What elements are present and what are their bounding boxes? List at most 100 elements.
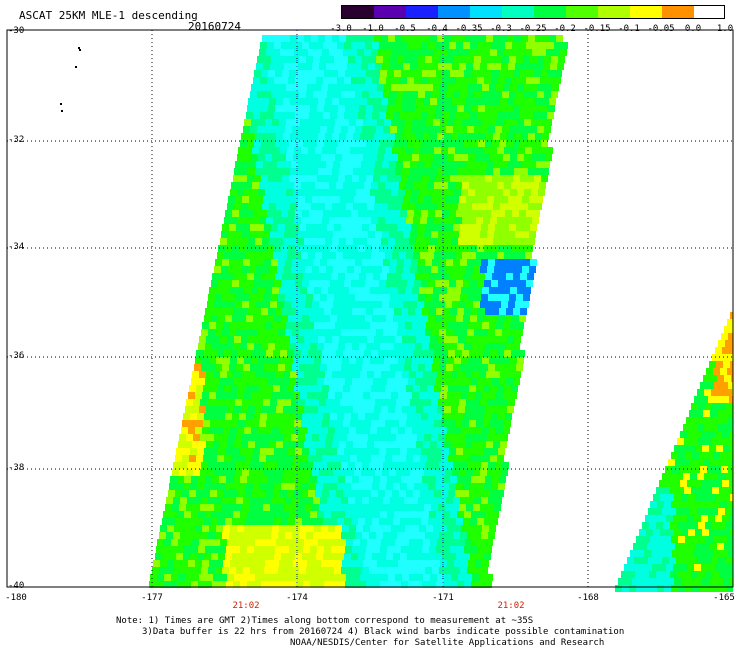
data-cell: [264, 497, 271, 504]
data-cell: [414, 518, 421, 525]
data-cell: [305, 469, 312, 476]
data-cell: [389, 469, 396, 476]
data-cell: [425, 532, 432, 539]
data-cell: [291, 161, 298, 168]
data-cell: [496, 287, 503, 294]
data-cell: [672, 550, 679, 557]
data-cell: [228, 469, 235, 476]
data-cell: [389, 196, 396, 203]
data-cell: [505, 245, 512, 252]
data-cell: [711, 557, 718, 564]
data-cell: [432, 364, 439, 371]
data-cell: [422, 308, 429, 315]
data-cell: [300, 560, 307, 567]
data-cell: [438, 399, 445, 406]
data-cell: [345, 546, 352, 553]
data-cell: [664, 501, 671, 508]
data-cell: [368, 434, 375, 441]
data-cell: [266, 49, 273, 56]
data-cell: [354, 469, 361, 476]
data-cell: [479, 35, 486, 42]
data-cell: [434, 350, 441, 357]
data-cell: [264, 91, 271, 98]
data-cell: [447, 84, 454, 91]
data-cell: [522, 196, 529, 203]
data-cell: [279, 322, 286, 329]
data-cell: [412, 189, 419, 196]
data-cell: [260, 483, 267, 490]
data-cell: [349, 287, 356, 294]
data-cell: [474, 91, 481, 98]
data-cell: [489, 427, 496, 434]
data-cell: [689, 543, 696, 550]
data-cell: [370, 357, 377, 364]
data-cell: [323, 553, 330, 560]
data-cell: [292, 126, 299, 133]
data-cell: [330, 210, 337, 217]
data-cell: [437, 441, 444, 448]
data-cell: [382, 196, 389, 203]
data-cell: [248, 539, 255, 546]
x-tick-label: -165: [713, 593, 735, 603]
data-cell: [374, 441, 381, 448]
data-cell: [204, 518, 211, 525]
data-cell: [505, 42, 512, 49]
data-cell: [522, 266, 529, 273]
data-cell: [321, 322, 328, 329]
data-cell: [255, 336, 262, 343]
data-cell: [723, 494, 730, 501]
data-cell: [342, 119, 349, 126]
data-cell: [367, 539, 374, 546]
data-cell: [725, 340, 732, 347]
data-cell: [433, 525, 440, 532]
data-cell: [474, 567, 481, 574]
data-cell: [285, 126, 292, 133]
data-cell: [238, 217, 245, 224]
data-cell: [342, 287, 349, 294]
data-cell: [434, 252, 441, 259]
data-cell: [554, 42, 561, 49]
data-cell: [507, 406, 514, 413]
data-cell: [459, 504, 466, 511]
data-cell: [454, 84, 461, 91]
data-cell: [326, 266, 333, 273]
data-cell: [710, 410, 717, 417]
data-cell: [367, 238, 374, 245]
data-cell: [488, 329, 495, 336]
data-cell: [731, 459, 733, 466]
data-cell: [398, 119, 405, 126]
data-cell: [271, 126, 278, 133]
data-cell: [697, 389, 704, 396]
data-cell: [398, 189, 405, 196]
data-cell: [303, 581, 310, 588]
data-cell: [423, 203, 430, 210]
data-cell: [239, 483, 246, 490]
data-cell: [465, 35, 472, 42]
data-cell: [391, 560, 398, 567]
data-cell: [383, 364, 390, 371]
data-cell: [292, 224, 299, 231]
data-cell: [276, 406, 283, 413]
data-cell: [352, 140, 359, 147]
data-cell: [487, 161, 494, 168]
data-cell: [258, 287, 265, 294]
data-cell: [664, 536, 671, 543]
data-cell: [298, 504, 305, 511]
data-cell: [350, 182, 357, 189]
data-cell: [275, 273, 282, 280]
data-cell: [446, 497, 453, 504]
data-cell: [438, 231, 445, 238]
data-cell: [401, 308, 408, 315]
data-cell: [239, 413, 246, 420]
data-cell: [502, 56, 509, 63]
data-cell: [268, 308, 275, 315]
data-cell: [308, 350, 315, 357]
data-cell: [301, 182, 308, 189]
data-cell: [359, 70, 366, 77]
data-cell: [549, 98, 556, 105]
data-cell: [430, 406, 437, 413]
data-cell: [235, 266, 242, 273]
data-cell: [729, 515, 733, 522]
data-cell: [314, 560, 321, 567]
data-cell: [302, 315, 309, 322]
